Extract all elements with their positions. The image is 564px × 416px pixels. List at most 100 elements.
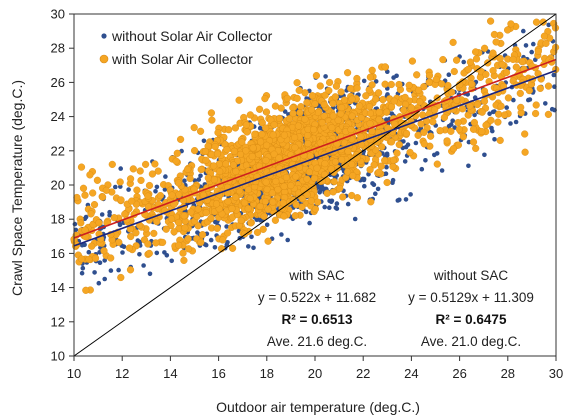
scatter-point [263, 141, 271, 149]
scatter-point [446, 72, 452, 77]
scatter-point [305, 168, 314, 176]
scatter-point [269, 198, 277, 206]
scatter-point [473, 65, 481, 73]
scatter-point [357, 133, 365, 141]
scatter-point [185, 245, 193, 253]
scatter-point [181, 224, 189, 232]
scatter-point [141, 263, 146, 268]
scatter-point [153, 218, 161, 226]
scatter-point [307, 197, 315, 205]
scatter-point [330, 178, 338, 186]
scatter-point [219, 236, 227, 244]
scatter-point [384, 117, 389, 122]
scatter-point [304, 131, 312, 140]
scatter-point [329, 188, 337, 196]
scatter-point [82, 242, 87, 248]
x-tick-label: 24 [404, 366, 418, 381]
scatter-point [366, 73, 375, 81]
scatter-point [73, 227, 79, 233]
scatter-point [340, 96, 349, 104]
scatter-point [107, 254, 115, 262]
scatter-point [366, 120, 374, 128]
scatter-point [79, 270, 85, 276]
scatter-point [467, 80, 476, 88]
scatter-point [516, 89, 524, 98]
scatter-point [145, 249, 153, 258]
scatter-point [271, 216, 280, 224]
scatter-point [367, 198, 375, 206]
scatter-point [91, 254, 100, 262]
scatter-point [156, 192, 165, 200]
scatter-point [80, 265, 86, 271]
scatter-point [433, 160, 441, 168]
scatter-point [311, 205, 320, 213]
scatter-point [121, 244, 127, 249]
scatter-point [313, 164, 321, 172]
scatter-point [280, 212, 288, 220]
scatter-point [152, 239, 160, 247]
scatter-point [137, 252, 142, 257]
scatter-point [262, 156, 270, 165]
scatter-point [232, 193, 240, 201]
legend: without Solar Air Collector with Solar A… [99, 28, 273, 67]
scatter-point [85, 255, 93, 264]
scatter-point [102, 186, 110, 194]
scatter-point [247, 219, 255, 227]
scatter-point [212, 245, 218, 250]
scatter-point [296, 109, 304, 117]
scatter-point [322, 204, 328, 210]
scatter-point [383, 171, 389, 176]
scatter-point [73, 193, 81, 202]
scatter-point [99, 212, 105, 217]
scatter-point [303, 209, 309, 215]
scatter-point [127, 232, 135, 241]
scatter-point [230, 147, 239, 156]
y-tick-label: 22 [51, 143, 65, 158]
scatter-point [72, 221, 78, 227]
scatter-point [353, 74, 361, 83]
scatter-point [370, 161, 378, 169]
scatter-point [86, 249, 92, 255]
scatter-point [258, 130, 266, 138]
scatter-point [444, 81, 452, 90]
scatter-point [179, 249, 187, 257]
scatter-point [490, 30, 499, 39]
scatter-point [378, 143, 386, 151]
scatter-point [256, 202, 264, 211]
scatter-point [496, 54, 504, 63]
scatter-point [472, 144, 480, 153]
scatter-point [197, 238, 205, 246]
scatter-point [431, 106, 439, 114]
scatter-point [295, 86, 303, 95]
scatter-point [512, 63, 520, 71]
scatter-point [432, 75, 440, 84]
scatter-point [427, 132, 435, 140]
scatter-point [407, 104, 416, 112]
annotation-with-sac-title: with SAC [288, 268, 345, 283]
scatter-point [496, 136, 504, 145]
scatter-point [125, 244, 133, 252]
scatter-point [381, 80, 389, 88]
scatter-point [117, 222, 123, 228]
trend-lines [73, 13, 557, 357]
scatter-point [423, 158, 428, 163]
scatter-point [455, 125, 464, 133]
scatter-point [213, 150, 222, 158]
scatter-point [208, 116, 216, 124]
scatter-point [222, 160, 230, 168]
scatter-point [449, 38, 457, 47]
scatter-point [469, 138, 478, 146]
scatter-point [264, 205, 272, 213]
scatter-point [211, 143, 219, 151]
scatter-point [307, 220, 312, 226]
x-tick-label: 26 [452, 366, 466, 381]
annotation-with-sac: with SAC y = 0.522x + 11.682 R² = 0.6513… [258, 268, 376, 349]
scatter-point [93, 176, 102, 184]
scatter-point [173, 149, 181, 157]
scatter-point [282, 109, 288, 114]
scatter-point [128, 197, 136, 205]
scatter-point [345, 201, 351, 207]
scatter-point [232, 167, 240, 176]
scatter-point [191, 147, 199, 155]
scatter-point [443, 137, 451, 145]
